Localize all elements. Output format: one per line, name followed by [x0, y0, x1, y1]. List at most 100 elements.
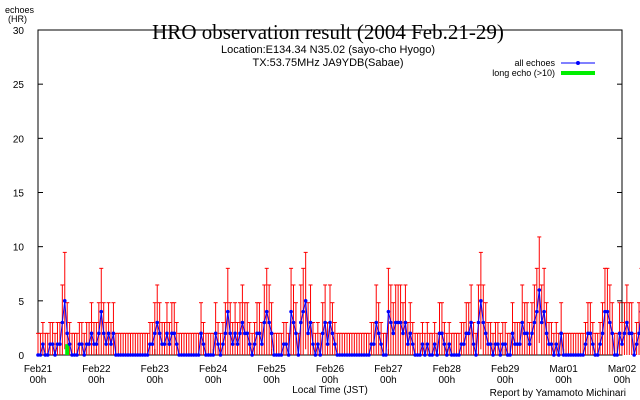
- all-echoes-point: [401, 331, 405, 336]
- all-echoes-point: [440, 331, 444, 336]
- y-axis-ticks: 0 5 10 15 20 25 30: [13, 26, 622, 362]
- all-echoes-point: [301, 309, 306, 314]
- x-tick-label-hour: 00h: [497, 375, 514, 386]
- report-credit: Report by Yamamoto Michinari: [490, 388, 626, 399]
- all-echoes-point: [294, 331, 298, 336]
- all-echoes-point: [384, 353, 388, 357]
- all-echoes-point: [488, 342, 493, 346]
- x-tick-label-hour: 00h: [88, 375, 105, 386]
- all-echoes-point: [308, 320, 313, 325]
- x-tick-label-day: Feb28: [433, 364, 462, 375]
- all-echoes-point: [150, 342, 155, 346]
- all-echoes-point: [632, 353, 636, 357]
- all-echoes-point: [318, 353, 323, 357]
- x-tick-label-day: Feb23: [141, 364, 170, 375]
- all-echoes-point: [634, 342, 639, 346]
- all-echoes-point: [539, 320, 544, 325]
- all-echoes-point: [106, 331, 111, 336]
- all-echoes-point: [620, 342, 624, 346]
- all-echoes-point: [67, 342, 72, 346]
- all-echoes-point: [145, 353, 150, 357]
- x-tick-label-day: Feb21: [24, 364, 53, 375]
- all-echoes-point: [556, 353, 561, 357]
- y-tick-label: 0: [18, 351, 24, 362]
- all-echoes-point: [544, 331, 549, 336]
- all-echoes-point: [447, 342, 452, 346]
- all-echoes-point: [537, 288, 542, 292]
- x-tick-label-day: Feb29: [491, 364, 520, 375]
- all-echoes-point: [420, 342, 425, 346]
- all-echoes-point: [432, 342, 437, 346]
- chart-subtitle-tx: TX:53.75MHz JA9YDB(Sabae): [252, 57, 403, 69]
- x-tick-label-hour: 00h: [263, 375, 280, 386]
- all-echoes-point: [316, 342, 320, 346]
- all-echoes-point: [226, 309, 230, 314]
- all-echoes-point: [408, 331, 413, 336]
- x-tick-label-day: Feb27: [374, 364, 403, 375]
- all-echoes-point: [267, 320, 271, 325]
- all-echoes-point: [252, 342, 257, 346]
- all-echoes-point: [240, 320, 245, 325]
- all-echoes-point: [445, 353, 449, 357]
- all-echoes-point: [483, 331, 488, 336]
- all-echoes-point: [552, 353, 556, 357]
- all-echoes-point: [508, 353, 512, 357]
- y-tick-label: 30: [13, 26, 25, 37]
- y-axis-label-line2: (HR): [8, 14, 27, 24]
- all-echoes-point: [617, 331, 622, 336]
- all-echoes-point: [233, 331, 237, 336]
- all-echoes-point: [299, 320, 303, 325]
- all-echoes-point: [410, 342, 415, 346]
- all-echoes-point: [157, 331, 162, 336]
- all-echoes-point: [172, 331, 177, 336]
- all-echoes-point: [600, 331, 605, 336]
- all-echoes-point: [376, 331, 381, 336]
- x-tick-label-hour: 00h: [322, 375, 339, 386]
- all-echoes-point: [503, 342, 508, 346]
- legend-marker-all-echoes: [576, 61, 580, 65]
- all-echoes-point: [211, 353, 215, 357]
- all-echoes-point: [379, 342, 383, 346]
- all-echoes-point: [581, 353, 585, 357]
- x-tick-label-hour: 00h: [614, 375, 631, 386]
- all-echoes-point: [250, 353, 254, 357]
- all-echoes-point: [474, 353, 478, 357]
- x-tick-label-day: Feb24: [199, 364, 228, 375]
- all-echoes-point: [435, 353, 439, 357]
- all-echoes-point: [201, 342, 206, 346]
- all-echoes-point: [257, 331, 262, 336]
- all-echoes-point: [625, 320, 629, 325]
- all-echoes-point: [155, 320, 160, 325]
- x-tick-label-day: Feb25: [257, 364, 286, 375]
- all-echoes-point: [629, 331, 634, 336]
- all-echoes-point: [41, 342, 45, 346]
- all-echoes-point: [605, 309, 610, 314]
- all-echoes-point: [223, 331, 228, 336]
- all-echoes-point: [481, 320, 486, 325]
- all-echoes-point: [532, 320, 537, 325]
- x-axis-ticks: Feb2100hFeb2200hFeb2300hFeb2400hFeb2500h…: [24, 349, 637, 386]
- x-tick-label-hour: 00h: [380, 375, 397, 386]
- all-echoes-point: [247, 342, 252, 346]
- all-echoes-point: [389, 320, 393, 325]
- all-echoes-point: [97, 331, 101, 336]
- all-echoes-point: [279, 353, 284, 357]
- all-echoes-point: [264, 309, 269, 314]
- all-echoes-point: [60, 320, 65, 325]
- all-echoes-point: [174, 342, 179, 346]
- all-echoes-point: [479, 299, 483, 303]
- all-echoes-point: [525, 331, 529, 336]
- all-echoes-point: [466, 331, 471, 336]
- all-echoes-point: [622, 331, 627, 336]
- all-echoes-point: [230, 342, 235, 346]
- all-echoes-point: [99, 309, 104, 314]
- y-tick-label: 5: [18, 297, 24, 308]
- all-echoes-point: [87, 342, 91, 346]
- all-echoes-point: [82, 353, 87, 357]
- all-echoes-point: [75, 353, 79, 357]
- all-echoes-point: [403, 320, 408, 325]
- all-echoes-point: [374, 320, 379, 325]
- all-echoes-point: [425, 342, 430, 346]
- all-echoes-point: [608, 320, 612, 325]
